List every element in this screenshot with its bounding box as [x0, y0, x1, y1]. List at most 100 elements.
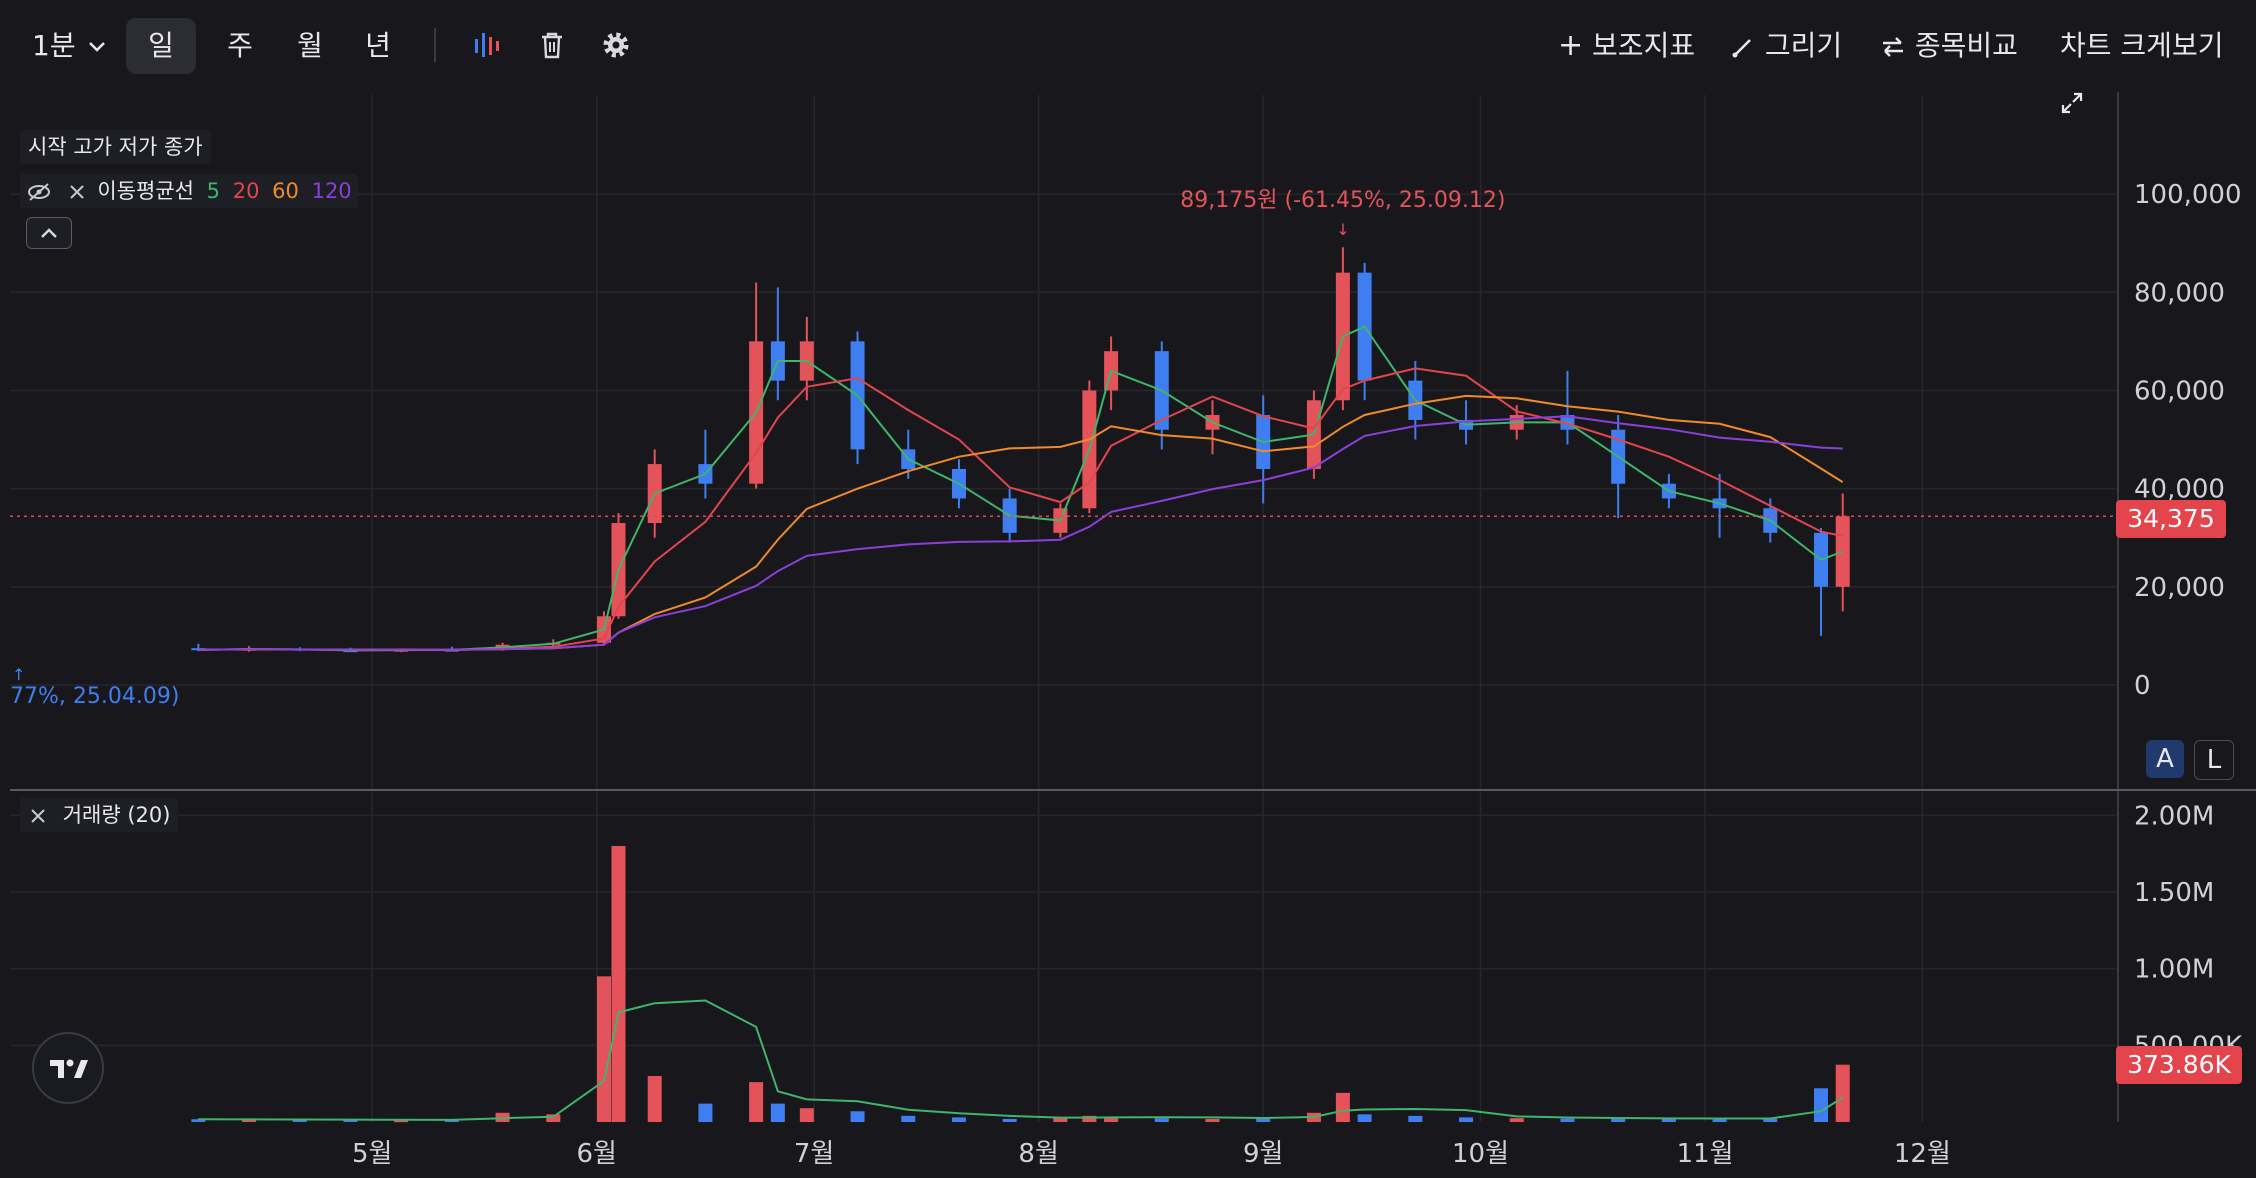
- volume-bar: [647, 1076, 662, 1122]
- tab-month[interactable]: 월: [290, 18, 330, 74]
- candle-type-icon[interactable]: [470, 27, 506, 63]
- tab-week[interactable]: 주: [220, 18, 260, 74]
- volume-legend-label: 거래량 (20): [62, 803, 171, 827]
- expand-icon: [2061, 92, 2083, 114]
- ohlc-legend: 시작 고가 저가 종가: [20, 130, 211, 164]
- x-tick-label: 6월: [577, 1139, 617, 1169]
- volume-bar: [1256, 1118, 1271, 1122]
- chevron-down-icon: [89, 42, 106, 52]
- volume-bar: [394, 1120, 409, 1123]
- eye-off-icon[interactable]: [26, 182, 52, 202]
- volume-legend: 거래량 (20): [20, 798, 179, 832]
- compare-label: 종목비교: [1914, 29, 2018, 62]
- tradingview-logo[interactable]: [32, 1032, 104, 1104]
- volume-bar: [597, 976, 612, 1122]
- volume-bar: [1082, 1115, 1097, 1122]
- volume-bar: [1509, 1118, 1524, 1122]
- volume-bar: [242, 1119, 257, 1122]
- compare-button[interactable]: 종목비교: [1880, 18, 2018, 74]
- swap-icon: [1883, 37, 1903, 57]
- volume-bar: [1813, 1088, 1828, 1122]
- chevron-up-icon: [41, 228, 57, 238]
- ma120-label: 120: [311, 179, 352, 203]
- volume-bar: [1154, 1118, 1169, 1122]
- volume-bar: [191, 1119, 206, 1122]
- tab-month-label: 월: [297, 29, 323, 62]
- interval-label: 1분: [32, 29, 76, 62]
- volume-bar: [799, 1108, 814, 1122]
- tab-day-label: 일: [148, 29, 174, 62]
- tab-day[interactable]: 일: [126, 18, 196, 74]
- volume-bar: [698, 1103, 713, 1122]
- volume-bar: [1002, 1118, 1017, 1122]
- x-tick-label: 7월: [794, 1139, 834, 1169]
- ma120-line: [198, 415, 1843, 651]
- auto-scale-label: A: [2156, 744, 2174, 774]
- volume-bar: [343, 1119, 358, 1122]
- volume-tick-label: 2.00M: [2134, 801, 2214, 831]
- tab-year[interactable]: 년: [358, 18, 398, 74]
- volume-bar: [1611, 1117, 1626, 1122]
- volume-bar: [901, 1115, 916, 1122]
- x-tick-label: 8월: [1018, 1139, 1058, 1169]
- x-tick-label: 11월: [1677, 1139, 1734, 1169]
- draw-button[interactable]: 그리기: [1730, 18, 1842, 74]
- close-icon[interactable]: [67, 182, 87, 202]
- indicators-label: 보조지표: [1592, 29, 1696, 62]
- volume-bar: [444, 1120, 459, 1123]
- fullscreen-button[interactable]: 차트 크게보기: [2060, 18, 2256, 114]
- high-annotation: 89,175원 (-61.45%, 25.09.12): [1180, 188, 1505, 213]
- x-tick-label: 5월: [352, 1139, 392, 1169]
- plus-icon: +: [1558, 28, 1584, 63]
- volume-bar: [1763, 1118, 1778, 1122]
- up-arrow-icon: ↑: [12, 665, 25, 684]
- toolbar-divider: [434, 28, 436, 62]
- current-volume-label: 373.86K: [2127, 1050, 2231, 1079]
- volume-ma-line: [198, 999, 1844, 1121]
- price-tick-label: 40,000: [2134, 475, 2225, 505]
- volume-bar: [749, 1082, 764, 1122]
- volume-bar: [1104, 1116, 1119, 1122]
- tab-week-label: 주: [227, 29, 253, 62]
- low-annotation: 77%, 25.04.09): [10, 684, 179, 709]
- volume-bar: [1459, 1117, 1474, 1122]
- volume-bar: [1053, 1118, 1068, 1122]
- close-icon[interactable]: [28, 806, 48, 826]
- price-tick-label: 20,000: [2134, 573, 2225, 603]
- trash-icon[interactable]: [534, 27, 570, 63]
- volume-tick-label: 1.50M: [2134, 878, 2214, 908]
- current-price-badge: 34,375: [2116, 500, 2226, 538]
- log-scale-button[interactable]: L: [2194, 740, 2234, 780]
- ma60-label: 60: [272, 179, 299, 203]
- volume-bar: [1560, 1118, 1575, 1122]
- fullscreen-label: 차트 크게보기: [2060, 29, 2224, 62]
- auto-scale-button[interactable]: A: [2146, 740, 2184, 778]
- x-tick-label: 9월: [1243, 1139, 1283, 1169]
- volume-bar: [1205, 1118, 1220, 1122]
- ma20-label: 20: [232, 179, 260, 203]
- interval-select[interactable]: 1분: [32, 18, 108, 74]
- ma-legend: 이동평균선 5 20 60 120: [20, 174, 358, 208]
- ma60-line: [198, 394, 1844, 651]
- volume-bar: [951, 1117, 966, 1122]
- volume-bar: [1661, 1118, 1676, 1122]
- tradingview-logo-icon: [50, 1059, 88, 1078]
- ma-legend-label: 이동평균선: [97, 179, 194, 203]
- tab-year-label: 년: [365, 29, 391, 62]
- current-volume-badge: 373.86K: [2116, 1046, 2242, 1084]
- volume-tick-label: 1.00M: [2134, 955, 2214, 985]
- collapse-legend-button[interactable]: [26, 217, 72, 249]
- candle-body: [1835, 516, 1850, 587]
- down-arrow-icon: ↓: [1336, 220, 1349, 239]
- volume-bar: [1835, 1064, 1850, 1122]
- log-scale-label: L: [2206, 745, 2222, 775]
- gear-icon[interactable]: [598, 27, 634, 63]
- volume-bar: [850, 1111, 865, 1122]
- volume-bar: [292, 1119, 307, 1122]
- price-tick-label: 100,000: [2134, 180, 2242, 210]
- volume-bar: [1357, 1114, 1372, 1122]
- x-tick-label: 10월: [1452, 1139, 1509, 1169]
- indicators-button[interactable]: + 보조지표: [1558, 18, 1695, 74]
- ma20-line: [198, 367, 1843, 652]
